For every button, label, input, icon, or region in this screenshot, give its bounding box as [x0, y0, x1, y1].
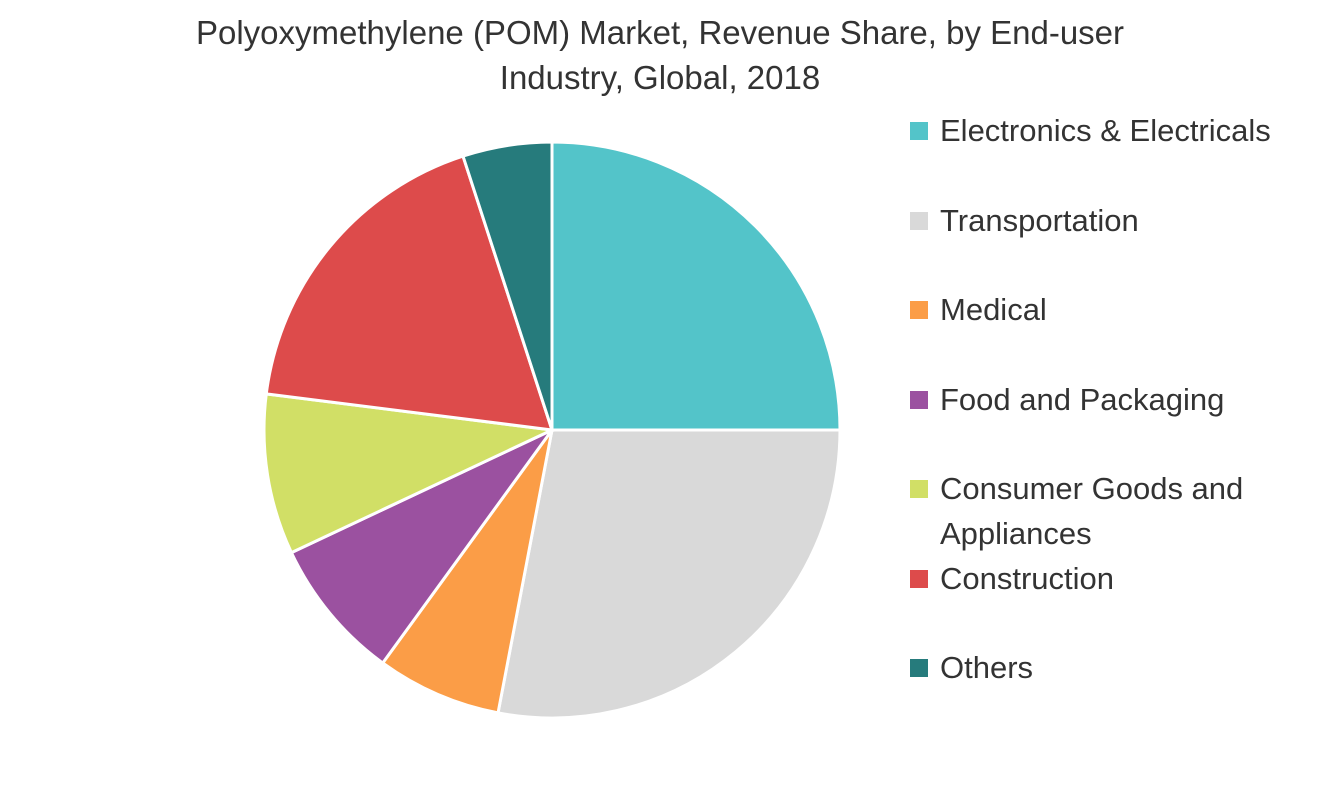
- legend-label: Others: [940, 650, 1034, 685]
- pie-slice: [496, 428, 842, 720]
- legend-label: Transportation: [940, 202, 1139, 238]
- legend-label: Construction: [940, 560, 1115, 596]
- chart-title: Polyoxymethylene (POM) Market, Revenue S…: [195, 14, 1125, 96]
- legend-label: Medical: [940, 292, 1047, 327]
- legend-swatch: [910, 480, 928, 498]
- pie-slice: [461, 140, 554, 431]
- legend-swatch: [910, 211, 928, 230]
- legend-swatch: [910, 659, 928, 677]
- legend-swatch: [910, 301, 928, 319]
- pie-slice: [550, 140, 842, 432]
- legend-label: Food and Packaging: [940, 381, 1225, 417]
- legend-swatch: [910, 390, 928, 409]
- pie-slice: [262, 392, 558, 555]
- legend-label: Electronics & Electricals: [940, 113, 1271, 148]
- legend-swatch: [910, 569, 928, 588]
- legend-swatch: [910, 122, 928, 140]
- chart: [262, 140, 842, 720]
- pie-slice: [380, 429, 554, 715]
- pie-slice: [264, 154, 555, 432]
- pie-slice: [289, 428, 554, 666]
- legend-label: Consumer Goods and Appliances: [940, 471, 1244, 551]
